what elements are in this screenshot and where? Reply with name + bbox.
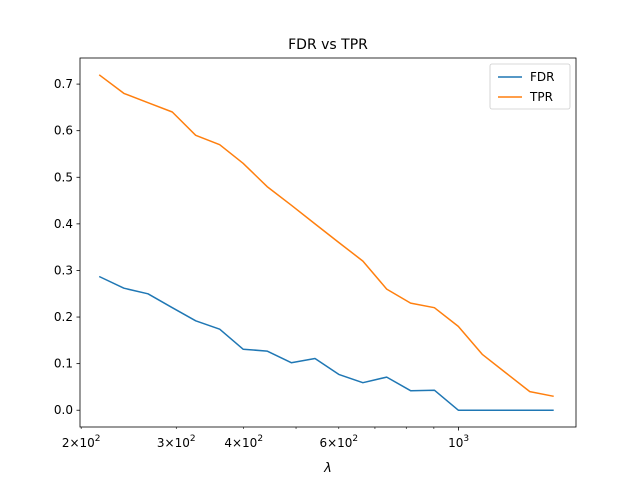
legend-label-tpr: TPR <box>529 90 553 104</box>
y-tick-label: 0.4 <box>54 217 73 231</box>
y-tick-label: 0.1 <box>54 357 73 371</box>
y-axis: 0.0 0.1 0.2 0.3 0.4 0.5 0.6 0.7 <box>54 77 80 417</box>
series-layer <box>98 74 554 411</box>
y-tick-label: 0.2 <box>54 310 73 324</box>
x-minor-tick-label: 2×102 <box>62 434 101 450</box>
x-minor-tick-label: 6×102 <box>319 434 358 450</box>
x-minor-tick-label: 4×102 <box>224 434 263 450</box>
legend-label-fdr: FDR <box>530 70 554 84</box>
x-axis-label: λ <box>323 461 332 476</box>
x-major-tick-label: 103 <box>448 434 469 450</box>
x-axis: 2×102 3×102 4×102 6×102 103 <box>62 427 469 450</box>
y-tick-label: 0.0 <box>54 403 73 417</box>
series-line-tpr <box>98 74 554 398</box>
series-line-fdr <box>98 275 554 411</box>
y-tick-label: 0.5 <box>54 170 73 184</box>
chart-title: FDR vs TPR <box>288 37 368 53</box>
plot-area <box>79 57 577 428</box>
y-tick-label: 0.6 <box>54 124 73 138</box>
y-tick-label: 0.3 <box>54 263 73 277</box>
legend: FDR TPR <box>489 63 571 110</box>
axes-frame <box>79 57 577 428</box>
x-minor-tick-label: 3×102 <box>157 434 196 450</box>
y-tick-label: 0.7 <box>54 77 73 91</box>
